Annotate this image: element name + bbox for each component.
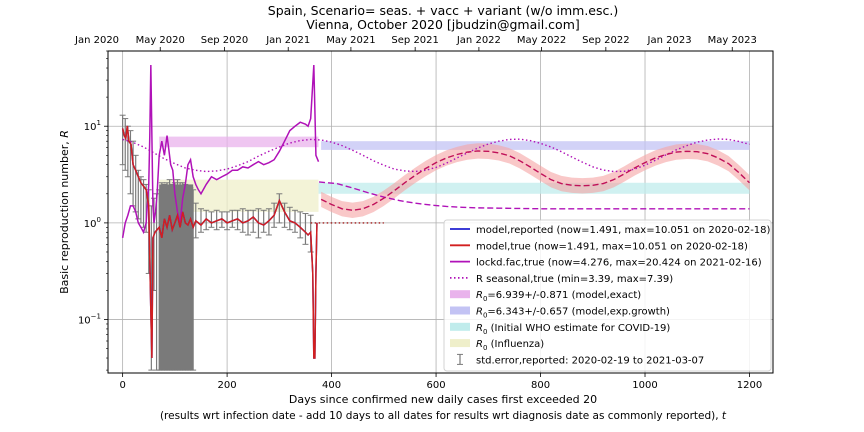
legend-swatch-patch [450,323,470,331]
legend-swatch-patch [450,339,470,347]
y-tick-label-base: 10 [84,122,97,133]
x-tick-label: 200 [218,380,237,391]
y-tick-label-base: 10 [84,219,97,230]
legend-label: std.error,reported: 2020-02-19 to 2021-0… [476,355,704,366]
top-axis-label: Jan 2020 [74,35,119,46]
legend-label-symbol: R [476,339,483,350]
top-axis-label: Sep 2022 [582,35,629,46]
legend-label: R seasonal,true (min=3.39, max=7.39) [476,274,673,285]
legend-label-text: (Influenza) [487,339,544,350]
x-tick-label: 1200 [737,380,762,391]
legend-label: model,reported (now=1.491, max=10.051 on… [476,225,771,236]
legend-entry: model,reported (now=1.491, max=10.051 on… [450,225,771,236]
x-tick-label: 800 [531,380,550,391]
x-tick-label: 0 [119,380,125,391]
legend-entry: std.error,reported: 2020-02-19 to 2021-0… [457,354,704,366]
legend-label: model,true (now=1.491, max=10.051 on 202… [476,241,748,252]
x-axis-label-line-1: Days since confirmed new daily cases fir… [289,393,597,406]
chart-title-line-1: Spain, Scenario= seas. + vacc + variant … [268,3,618,18]
x-tick-label: 600 [427,380,446,391]
x-axis-label-line-2-text: (results wrt infection date - add 10 day… [160,410,722,422]
y-tick-label-exponent: 0 [97,216,101,224]
legend-label-text: (Initial WHO estimate for COVID-19) [487,323,670,334]
y-axis-label: Basic reproduction number, R [58,130,71,294]
y-tick-label-exponent: 1 [97,119,101,127]
y-tick-label-exponent: −1 [91,313,101,321]
y-tick-label-base: 10 [78,316,91,327]
legend-label-symbol: R [476,323,483,334]
legend-label-symbol: R [476,290,483,301]
legend-entry: lockd.fac,true (now=4.276, max=20.424 on… [450,258,762,269]
x-tick-label: 1000 [632,380,657,391]
legend-label-text: =6.343+/-0.657 (model,exp.growth) [487,307,670,318]
legend-label-text: =6.939+/-0.871 (model,exact) [487,290,641,301]
legend-swatch-patch [450,290,470,298]
legend-label: lockd.fac,true (now=4.276, max=20.424 on… [476,258,762,269]
legend: model,reported (now=1.491, max=10.051 on… [444,220,771,371]
y-axis-label-text: Basic reproduction number, [58,138,71,294]
top-axis-label: May 2021 [326,35,375,46]
chart-title-line-2: Vienna, October 2020 [jbudzin@gmail.com] [306,17,580,32]
top-axis-label: Sep 2020 [201,35,248,46]
top-axis-label: May 2022 [517,35,566,46]
top-axis-label: Jan 2022 [456,35,501,46]
top-axis-label: Jan 2023 [647,35,692,46]
top-axis-label: Sep 2021 [391,35,438,46]
legend-entry: R seasonal,true (min=3.39, max=7.39) [450,274,673,285]
top-axis-label: May 2023 [708,35,757,46]
x-axis-label-line-2: (results wrt infection date - add 10 day… [160,410,727,422]
y-axis-label-variable: R [58,130,71,138]
top-axis-label: May 2020 [136,35,185,46]
x-tick-label: 400 [322,380,341,391]
legend-swatch-patch [450,307,470,315]
legend-label-symbol: R [476,307,483,318]
top-axis-label: Jan 2021 [265,35,310,46]
legend-entry: model,true (now=1.491, max=10.051 on 202… [450,241,748,252]
